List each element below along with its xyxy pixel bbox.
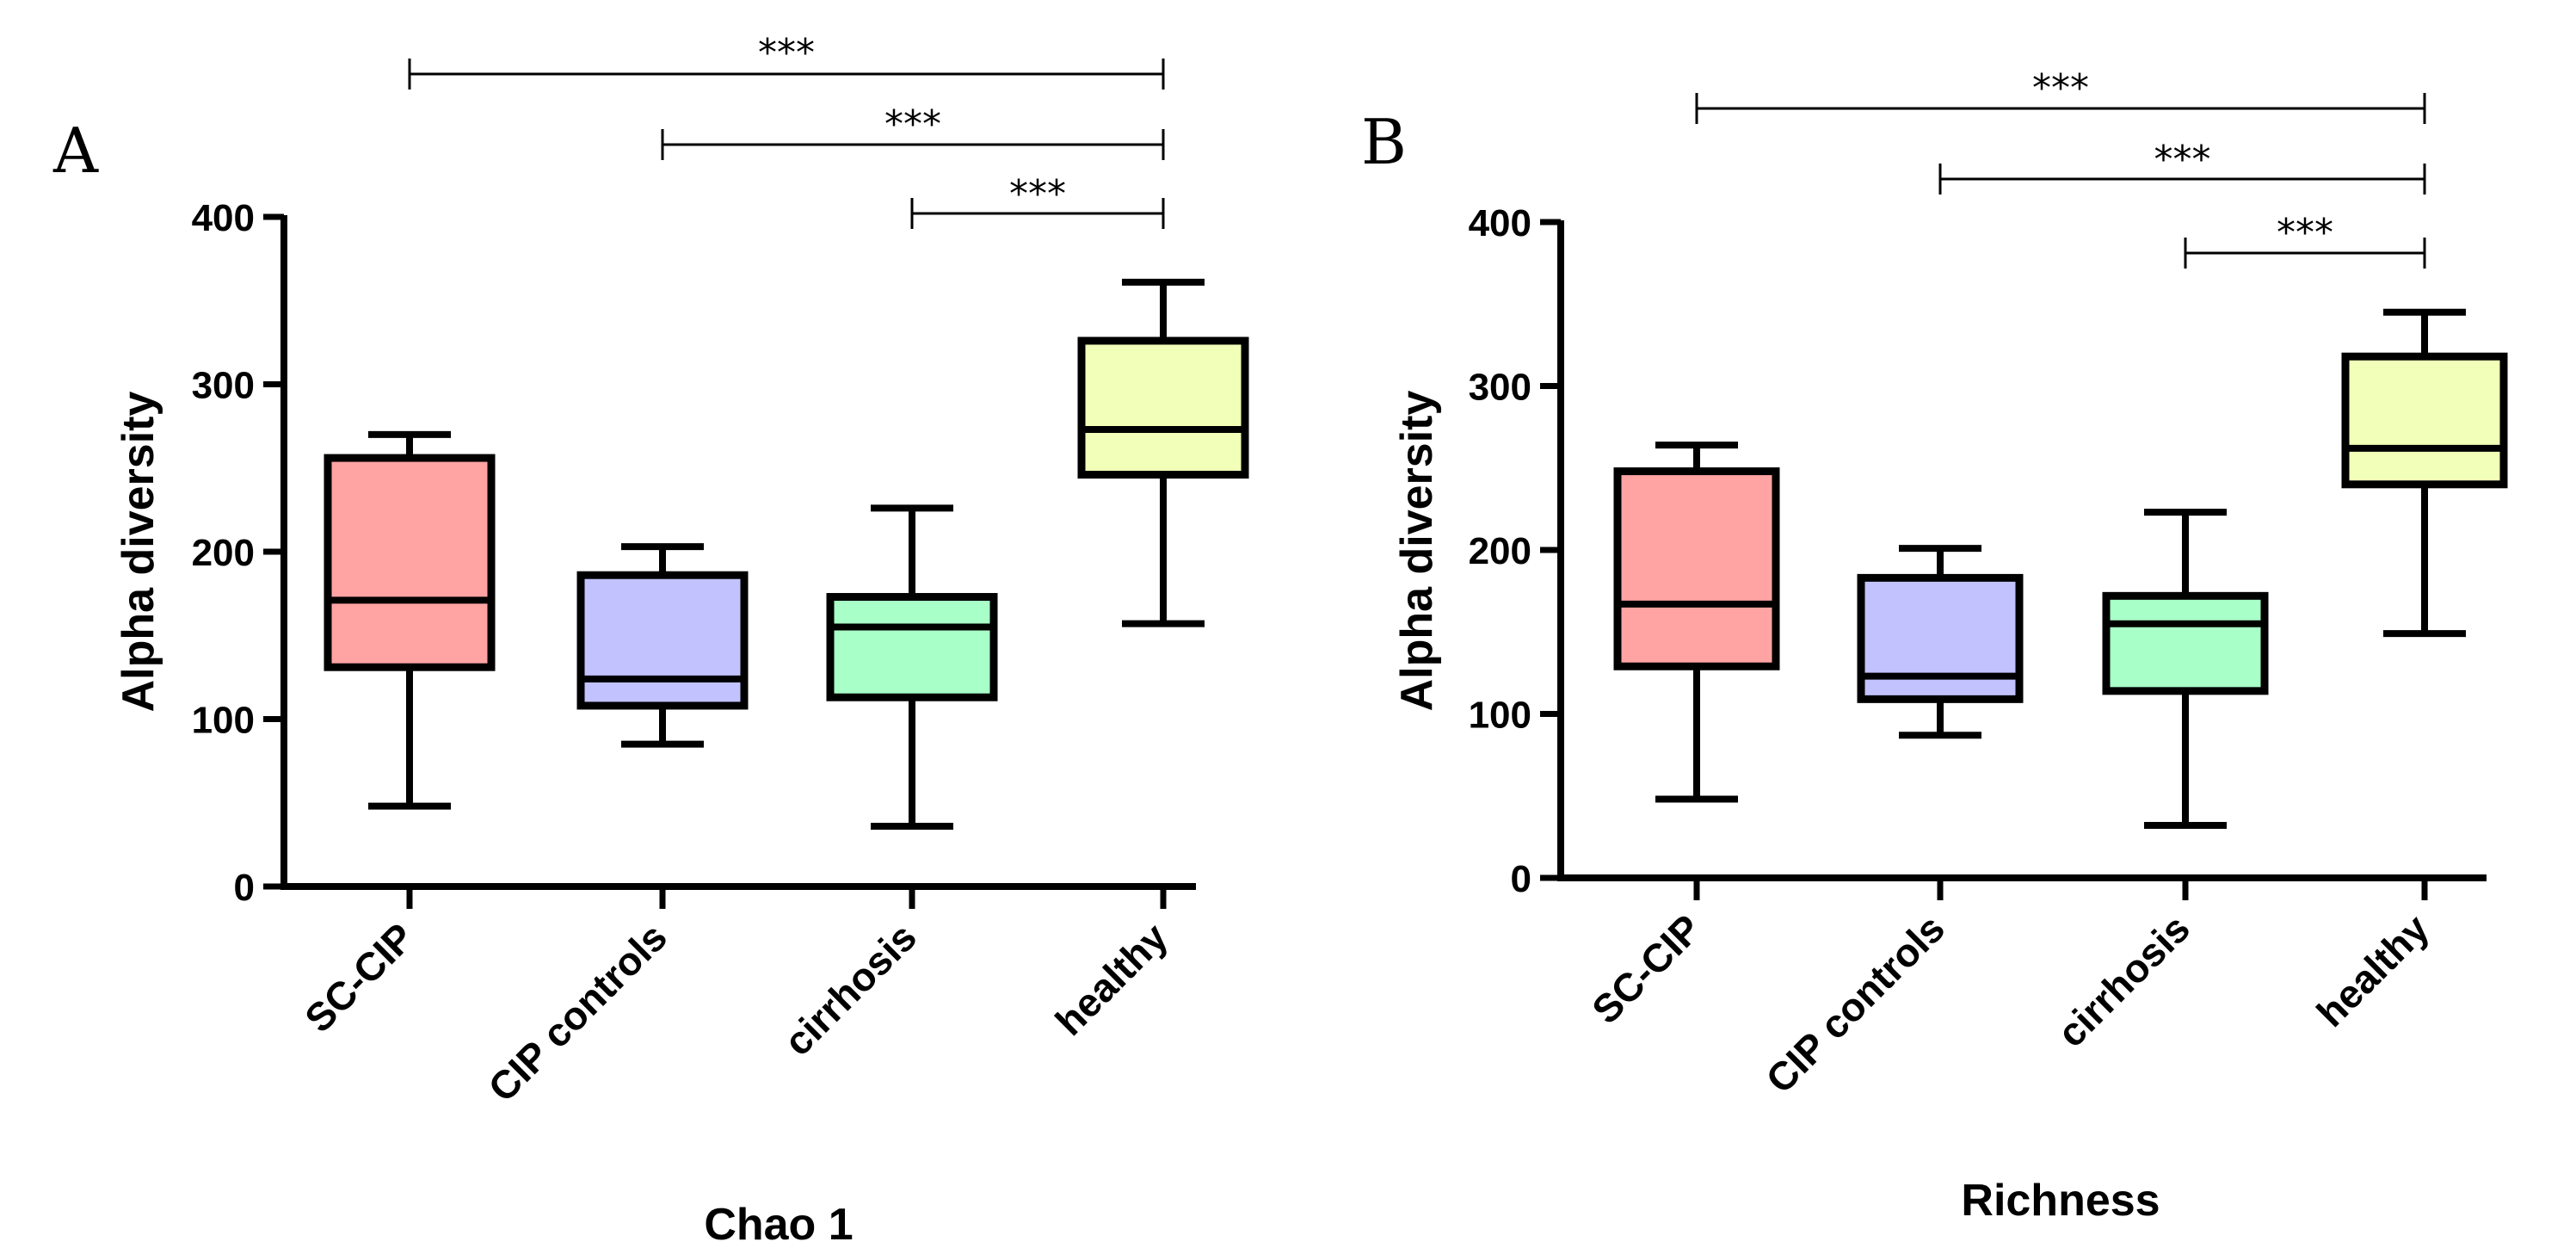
y-tick-label: 0 [234,867,255,909]
significance-bracket: *** [1938,138,2426,195]
y-tick-label: 0 [1511,858,1531,900]
significance-bracket: *** [661,102,1165,160]
significance-label: *** [2277,211,2333,255]
panel-letter: A [52,114,99,187]
x-tick-label: cirrhosis [775,914,925,1064]
significance-bracket: *** [2184,211,2426,269]
box-healthy [1077,278,1249,627]
y-axis-title: Alpha diversity [114,392,163,713]
y-axis-title: Alpha diversity [1392,391,1442,712]
significance-label: *** [2154,138,2211,182]
x-tick-label: SC-CIP [1583,905,1710,1032]
iqr-box [1857,573,2024,703]
iqr-box [826,593,998,701]
x-tick-label: healthy [1046,914,1176,1044]
box-cirrhosis [2102,509,2269,830]
significance-label: *** [884,102,941,146]
significance-bracket: *** [408,31,1165,90]
x-tick-label: CIP controls [479,914,675,1110]
y-tick-label: 200 [1469,530,1531,572]
box-sc-cip [1613,442,1780,803]
box-cirrhosis [826,504,998,830]
chart-panel-b: B 0 100 200 300 400 Alpha diversity SC-CIP CIP c… [1361,66,2508,1226]
panel-letter: B [1361,106,1407,178]
iqr-box [2341,352,2508,489]
iqr-box [1077,337,1249,479]
box-sc-cip [324,430,496,810]
x-tick-label: CIP controls [1757,905,1953,1102]
significance-label: *** [1009,172,1066,216]
x-tick-label: healthy [2308,905,2437,1035]
iqr-box [1613,467,1780,670]
y-tick-label: 200 [192,532,255,574]
significance-label: *** [2032,66,2089,110]
significance-bracket: *** [1695,66,2426,124]
y-tick-label: 100 [1469,695,1531,737]
iqr-box [2102,591,2269,695]
x-tick-label: SC-CIP [296,914,422,1041]
chart-panel-a: A 0 100 200 300 400 Alpha diversity SC-CIP CIP c… [52,31,1249,1250]
iqr-box [324,454,496,671]
box-healthy [2341,308,2508,638]
y-tick-label: 100 [192,700,255,742]
x-tick-label: cirrhosis [2049,905,2198,1055]
y-tick-label: 300 [1469,367,1531,409]
y-tick-label: 400 [1469,202,1531,244]
x-axis-title: Richness [1961,1176,2160,1226]
x-axis-title: Chao 1 [704,1200,853,1250]
significance-bracket: *** [910,172,1165,229]
iqr-box [576,571,749,710]
y-tick-label: 300 [192,365,255,407]
box-cip-controls [1857,545,2024,739]
box-cip-controls [576,543,749,748]
y-tick-label: 400 [192,197,255,239]
significance-label: *** [758,31,815,75]
